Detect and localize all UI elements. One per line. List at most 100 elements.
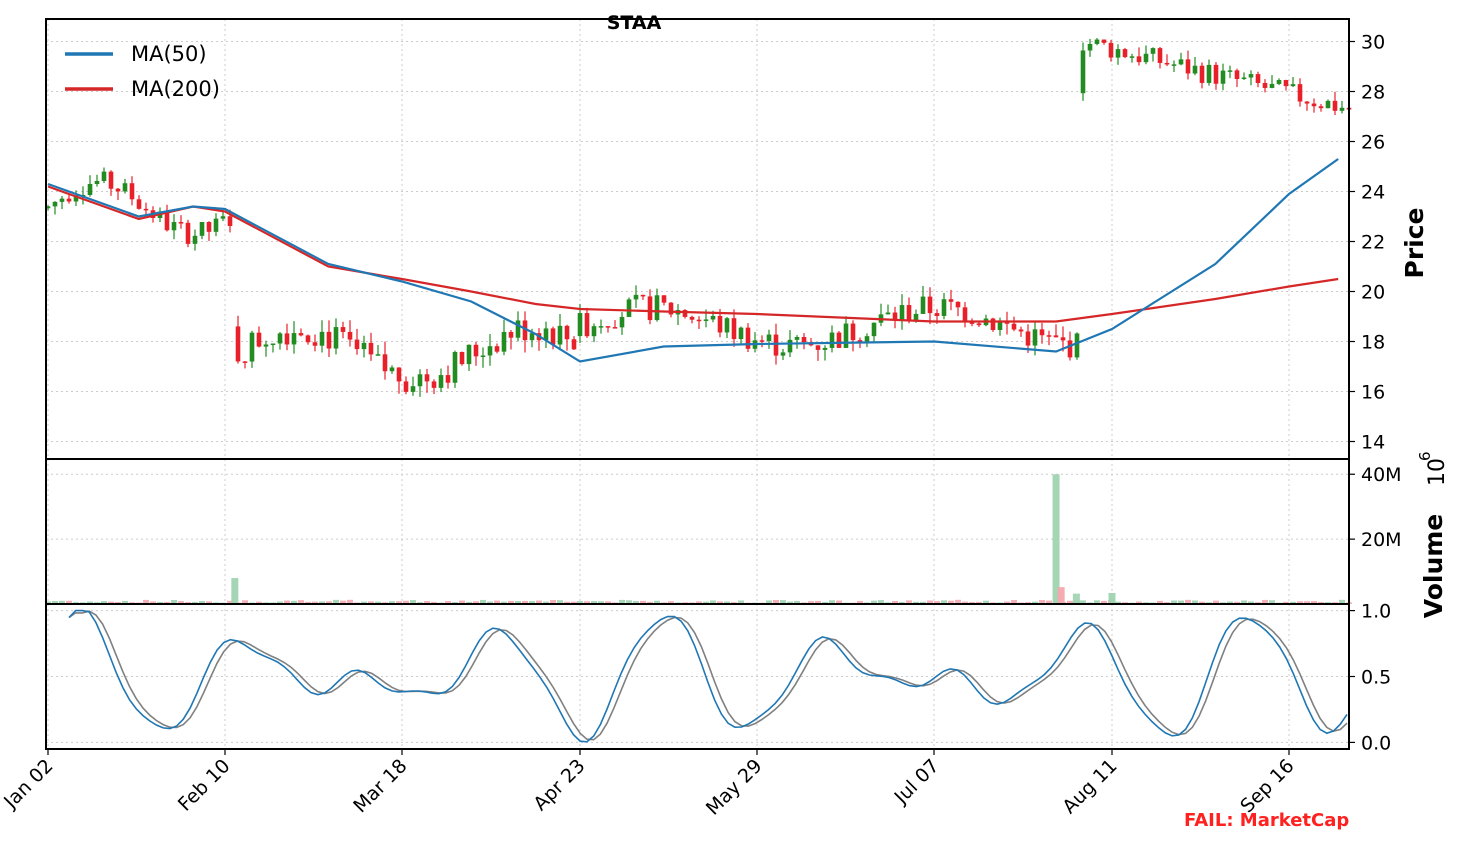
volume-bar-30 xyxy=(256,601,262,604)
candle-body-49 xyxy=(389,367,395,372)
candle-body-58 xyxy=(452,351,458,383)
volume-bar-179 xyxy=(1297,601,1303,604)
volume-bar-78 xyxy=(591,601,597,604)
candle-body-171 xyxy=(1241,77,1247,80)
candle-body-114 xyxy=(843,323,849,348)
volume-bar-159 xyxy=(1157,600,1163,604)
candle-body-2 xyxy=(59,198,65,202)
volume-bar-55 xyxy=(431,601,437,604)
candle-body-181 xyxy=(1311,103,1317,107)
volume-bar-2 xyxy=(59,600,65,604)
volume-bar-80 xyxy=(605,601,611,604)
osc-tick-label-0: 0.0 xyxy=(1361,732,1391,754)
candle-body-161 xyxy=(1171,64,1177,66)
candle-body-88 xyxy=(661,295,667,303)
volume-bar-133 xyxy=(976,601,982,604)
volume-bar-165 xyxy=(1199,601,1205,604)
candle-body-38 xyxy=(312,342,318,346)
candle-body-81 xyxy=(612,327,618,329)
candle-body-82 xyxy=(619,316,625,328)
candle-body-73 xyxy=(557,325,563,345)
candle-body-127 xyxy=(934,313,940,316)
candle-body-46 xyxy=(368,342,374,355)
oscillator-d-line xyxy=(68,610,1348,741)
candle-body-9 xyxy=(108,171,114,189)
candle-body-10 xyxy=(115,188,121,192)
volume-bar-185 xyxy=(1339,599,1345,604)
candle-body-107 xyxy=(794,337,800,340)
candle-body-182 xyxy=(1318,106,1324,109)
candle-body-102 xyxy=(759,340,765,342)
volume-bar-66 xyxy=(508,600,514,604)
candle-body-27 xyxy=(235,326,241,362)
candle-body-178 xyxy=(1290,84,1296,87)
volume-bar-86 xyxy=(647,601,653,604)
x-tick-label-6: Aug 11 xyxy=(1058,755,1121,818)
candle-body-64 xyxy=(494,346,500,352)
candle-body-100 xyxy=(745,327,751,349)
volume-bar-50 xyxy=(396,601,402,604)
candle-body-50 xyxy=(396,367,402,382)
candle-body-176 xyxy=(1276,80,1282,84)
volume-bar-138 xyxy=(1011,600,1017,604)
candle-body-65 xyxy=(501,332,507,352)
volume-bar-134 xyxy=(983,600,989,604)
candle-body-78 xyxy=(591,326,597,337)
moving-averages xyxy=(47,158,1339,363)
candle-body-1 xyxy=(52,201,58,207)
x-tick-label-3: Apr 23 xyxy=(529,755,589,815)
candle-body-150 xyxy=(1094,39,1100,44)
candle-body-21 xyxy=(192,235,198,244)
ma50-line xyxy=(47,158,1339,363)
candle-body-103 xyxy=(766,334,772,342)
candle-body-44 xyxy=(354,339,360,350)
x-tick-label-1: Feb 10 xyxy=(174,755,235,816)
candle-body-96 xyxy=(717,315,723,333)
volume-tick-label-0: 20M xyxy=(1361,529,1402,551)
candle-body-66 xyxy=(508,332,514,338)
candle-body-110 xyxy=(815,345,821,350)
candle-body-120 xyxy=(885,312,891,315)
volume-bar-14 xyxy=(143,599,149,604)
volume-bar-36 xyxy=(298,600,304,604)
candle-body-128 xyxy=(941,299,947,316)
volume-bar-65 xyxy=(501,601,507,604)
candle-body-153 xyxy=(1115,49,1121,58)
volume-bar-142 xyxy=(1039,600,1045,604)
candle-body-177 xyxy=(1283,80,1289,87)
volume-bar-156 xyxy=(1136,601,1142,604)
x-tick-label-2: Mar 18 xyxy=(349,755,411,817)
candle-body-94 xyxy=(703,319,709,321)
candle-body-12 xyxy=(129,183,135,200)
candle-body-87 xyxy=(654,295,660,321)
candle-body-141 xyxy=(1032,329,1038,346)
candle-body-156 xyxy=(1136,56,1142,63)
volume-bar-47 xyxy=(375,601,381,604)
volume-bar-112 xyxy=(829,600,835,604)
candle-body-13 xyxy=(136,199,142,209)
price-tick-label-3: 20 xyxy=(1361,282,1385,304)
fail-annotation: FAIL: MarketCap xyxy=(1184,810,1349,831)
volume-bar-76 xyxy=(577,601,583,604)
candle-body-43 xyxy=(347,331,353,340)
candle-body-105 xyxy=(780,352,786,356)
candle-body-71 xyxy=(543,328,549,341)
volume-bar-43 xyxy=(347,599,353,604)
candle-body-20 xyxy=(185,222,191,244)
legend: MA(50) MA(200) xyxy=(65,42,220,101)
volume-bar-17 xyxy=(164,601,170,604)
candle-body-125 xyxy=(920,296,926,314)
candle-body-68 xyxy=(522,320,528,341)
volume-bar-175 xyxy=(1269,600,1275,604)
volume-bar-146 xyxy=(1067,600,1073,604)
volume-bar-177 xyxy=(1283,601,1289,604)
volume-bar-96 xyxy=(717,601,723,604)
volume-spike-3 xyxy=(1072,593,1080,604)
volume-panel-frame xyxy=(45,458,1350,605)
volume-bar-39 xyxy=(319,601,325,604)
candle-body-39 xyxy=(319,331,325,346)
volume-tick-label-1: 40M xyxy=(1361,464,1402,486)
candle-body-45 xyxy=(361,342,367,350)
candle-body-180 xyxy=(1304,101,1310,104)
volume-bar-37 xyxy=(305,601,311,604)
